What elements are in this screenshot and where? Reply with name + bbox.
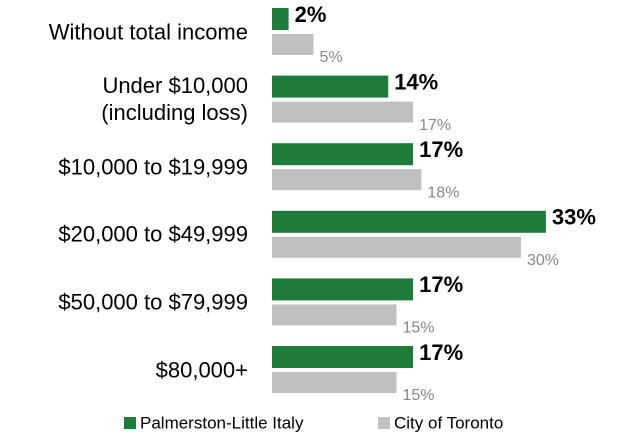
value-label: 30% bbox=[527, 252, 559, 269]
value-label: 5% bbox=[320, 49, 343, 66]
value-label: 2% bbox=[295, 2, 327, 27]
bar bbox=[272, 304, 397, 326]
category-label: $10,000 to $19,999 bbox=[58, 154, 248, 180]
value-label: 15% bbox=[403, 320, 435, 337]
value-label: 15% bbox=[403, 387, 435, 404]
value-label: 14% bbox=[394, 69, 438, 94]
category-label: $20,000 to $49,999 bbox=[58, 221, 248, 247]
bar bbox=[272, 8, 289, 30]
bar bbox=[272, 75, 389, 98]
legend-label: Palmerston-Little Italy bbox=[140, 413, 304, 432]
bar bbox=[272, 236, 521, 258]
bar bbox=[272, 346, 414, 368]
category-label: $80,000+ bbox=[155, 357, 248, 382]
category-label: $50,000 to $79,999 bbox=[58, 289, 248, 315]
bar bbox=[272, 210, 546, 233]
value-label: 33% bbox=[552, 205, 596, 230]
bar bbox=[272, 101, 414, 123]
legend-swatch bbox=[378, 417, 390, 429]
value-label: 17% bbox=[419, 117, 451, 134]
value-label: 17% bbox=[419, 137, 463, 162]
value-label: 17% bbox=[419, 340, 463, 365]
legend-swatch bbox=[124, 417, 136, 429]
bar bbox=[272, 34, 314, 55]
legend-label: City of Toronto bbox=[394, 413, 503, 432]
category-label: Without total income bbox=[48, 19, 248, 44]
bar bbox=[272, 143, 414, 166]
value-label: 18% bbox=[427, 184, 459, 201]
category-label: Under $10,000 (including loss) bbox=[101, 73, 248, 126]
bar bbox=[272, 372, 397, 393]
bar bbox=[272, 169, 422, 191]
bar bbox=[272, 278, 414, 301]
value-label: 17% bbox=[419, 272, 463, 297]
